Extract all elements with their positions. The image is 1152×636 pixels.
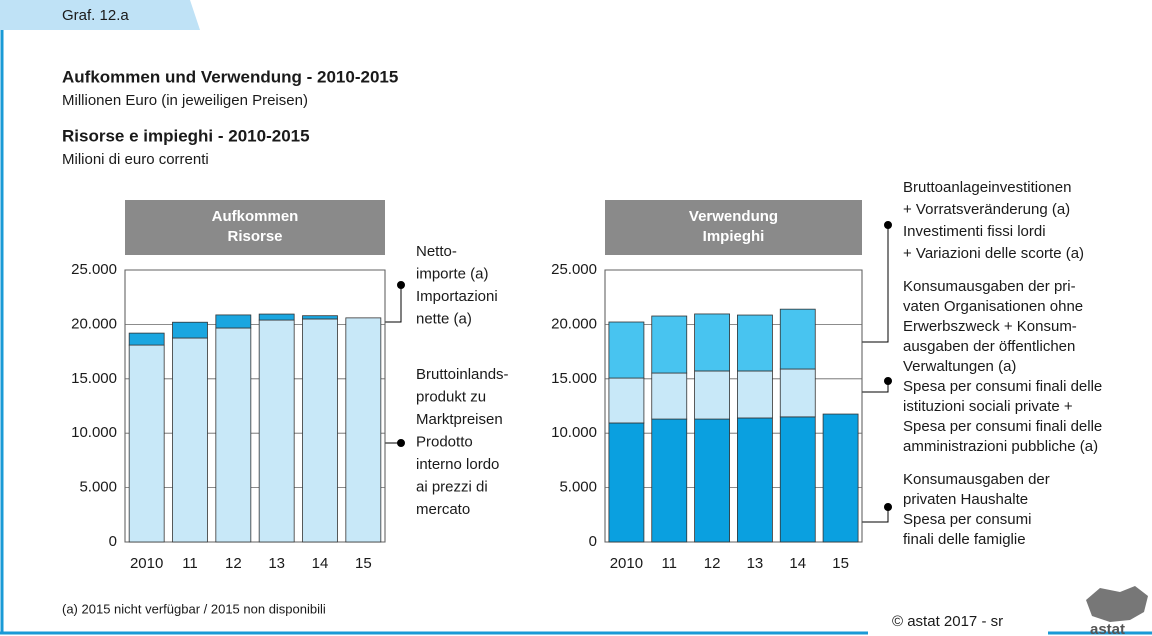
- y-tick-label: 0: [589, 533, 597, 550]
- bar-segment: [128, 332, 165, 346]
- series-label: Investimenti fissi lordi: [903, 223, 1046, 240]
- x-tick-label: 15: [355, 555, 372, 572]
- logo-shape: [1086, 586, 1148, 622]
- series-label: Bruttoinlands-: [416, 366, 509, 383]
- bar-segment: [694, 418, 730, 543]
- bar-segment: [694, 313, 730, 372]
- bar-segment: [302, 318, 338, 543]
- series-label: produkt zu: [416, 388, 486, 405]
- series-label: nette (a): [416, 310, 472, 327]
- bar-segment: [651, 372, 688, 420]
- y-tick-label: 10.000: [71, 424, 117, 441]
- x-tick-label: 2010: [610, 555, 643, 572]
- y-tick-label: 15.000: [71, 370, 117, 387]
- bar-segment: [737, 314, 773, 372]
- bar-segment: [172, 321, 208, 339]
- y-tick-label: 5.000: [559, 479, 597, 496]
- series-label: Erwerbszweck + Konsum-: [903, 318, 1077, 335]
- x-tick-label: 15: [832, 555, 849, 572]
- chart-title: Aufkommen: [212, 208, 299, 225]
- title-it: Risorse e impieghi - 2010-2015: [62, 126, 310, 145]
- x-tick-label: 13: [268, 555, 285, 572]
- tab: [0, 0, 200, 30]
- bar-segment: [651, 315, 688, 374]
- copyright-box: [868, 610, 1048, 636]
- bar-segment: [302, 315, 338, 320]
- y-tick-label: 5.000: [79, 479, 117, 496]
- series-label: amministrazioni pubbliche (a): [903, 438, 1098, 455]
- x-tick-label: 14: [789, 555, 806, 572]
- bar-segment: [258, 313, 295, 321]
- bar-segment: [172, 337, 208, 543]
- bar-segment: [737, 417, 773, 543]
- series-label: privaten Haushalte: [903, 491, 1028, 508]
- chart-title: Risorse: [227, 228, 282, 245]
- series-label: Importazioni: [416, 288, 498, 305]
- title-de: Aufkommen und Verwendung - 2010-2015: [62, 67, 398, 86]
- y-tick-label: 25.000: [551, 261, 597, 278]
- series-label: ausgaben der öffentlichen: [903, 338, 1075, 355]
- series-label: istituzioni sociali private +: [903, 398, 1073, 415]
- plot-area: [604, 269, 863, 543]
- x-tick-label: 14: [312, 555, 329, 572]
- y-tick-label: 0: [109, 533, 117, 550]
- footnote: (a) 2015 nicht verfügbar / 2015 non disp…: [62, 601, 326, 616]
- bar-segment: [779, 416, 816, 543]
- chart-header: [125, 200, 385, 255]
- series-label: importe (a): [416, 265, 489, 282]
- series-label: + Vorratsveränderung (a): [903, 201, 1070, 218]
- x-tick-label: 12: [704, 555, 721, 572]
- bar-segment: [822, 413, 859, 543]
- bar-segment: [651, 418, 688, 543]
- bar-segment: [345, 317, 382, 543]
- x-tick-label: 12: [225, 555, 242, 572]
- x-tick-label: 2010: [130, 555, 163, 572]
- chart-title: Impieghi: [703, 228, 765, 245]
- series-label: Spesa per consumi: [903, 511, 1031, 528]
- copyright: © astat 2017 - sr: [892, 613, 1003, 630]
- bar-segment: [608, 422, 645, 543]
- logo-text: astat: [1090, 621, 1125, 636]
- bar-segment: [737, 370, 773, 419]
- chart-title: Verwendung: [689, 208, 778, 225]
- y-tick-label: 15.000: [551, 370, 597, 387]
- y-tick-label: 10.000: [551, 424, 597, 441]
- series-label: Konsumausgaben der pri-: [903, 278, 1076, 295]
- bar-segment: [258, 319, 295, 543]
- series-label: Marktpreisen: [416, 411, 503, 428]
- series-label: interno lordo: [416, 456, 499, 473]
- bar-segment: [128, 344, 165, 543]
- subtitle-de: Millionen Euro (in jeweiligen Preisen): [62, 92, 308, 109]
- x-tick-label: 11: [182, 555, 198, 572]
- y-tick-label: 20.000: [71, 315, 117, 332]
- series-label: Spesa per consumi finali delle: [903, 418, 1102, 435]
- bar-segment: [608, 321, 645, 379]
- bar-segment: [779, 308, 816, 370]
- y-tick-label: 20.000: [551, 315, 597, 332]
- bar-segment: [608, 377, 645, 424]
- series-label: Verwaltungen (a): [903, 358, 1016, 375]
- series-label: Netto-: [416, 243, 457, 260]
- series-label: ai prezzi di: [416, 478, 488, 495]
- series-label: + Variazioni delle scorte (a): [903, 245, 1084, 262]
- bar-segment: [694, 370, 730, 420]
- series-label: Prodotto: [416, 433, 473, 450]
- series-label: finali delle famiglie: [903, 531, 1026, 548]
- x-tick-label: 11: [661, 555, 677, 572]
- series-label: Bruttoanlageinvestitionen: [903, 179, 1071, 196]
- subtitle-it: Milioni di euro correnti: [62, 151, 209, 168]
- series-label: Konsumausgaben der: [903, 471, 1050, 488]
- bar-segment: [779, 368, 816, 418]
- series-label: vaten Organisationen ohne: [903, 298, 1083, 315]
- y-tick-label: 25.000: [71, 261, 117, 278]
- tab-label: Graf. 12.a: [62, 7, 129, 24]
- series-label: Spesa per consumi finali delle: [903, 378, 1102, 395]
- bar-segment: [215, 327, 252, 543]
- chart-header: [605, 200, 862, 255]
- series-label: mercato: [416, 501, 470, 518]
- plot-area: [124, 269, 386, 543]
- x-tick-label: 13: [747, 555, 764, 572]
- bar-segment: [215, 314, 252, 329]
